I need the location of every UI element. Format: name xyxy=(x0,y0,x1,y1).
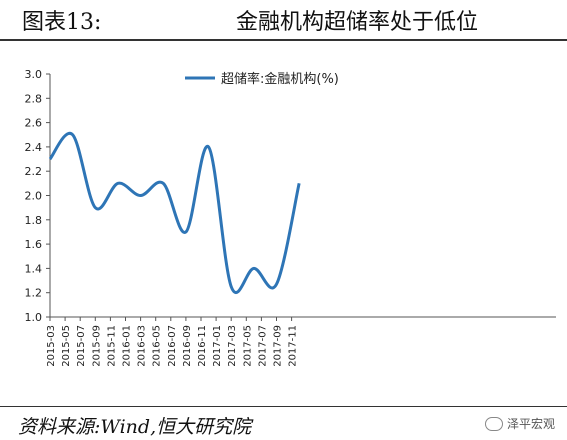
x-tick-label: 2015-05 xyxy=(61,325,72,367)
x-tick-label: 2016-01 xyxy=(122,325,133,367)
x-tick-label: 2015-03 xyxy=(46,325,57,367)
x-tick-label: 2017-03 xyxy=(227,325,238,367)
x-tick-label: 2015-07 xyxy=(76,325,87,367)
x-tick-label: 2016-03 xyxy=(137,325,148,367)
watermark: 泽平宏观 xyxy=(484,415,555,432)
legend-label: 超储率:金融机构(%) xyxy=(221,71,339,87)
header-rule xyxy=(0,39,567,41)
footer-rule xyxy=(0,406,567,407)
series-line xyxy=(48,131,301,295)
x-tick-label: 2015-09 xyxy=(91,325,102,367)
y-tick-label: 1.0 xyxy=(25,311,43,324)
y-tick-label: 2.2 xyxy=(25,165,43,178)
figure-header: 图表13: 金融机构超储率处于低位 xyxy=(0,0,567,41)
x-tick-label: 2017-05 xyxy=(242,325,253,367)
y-tick-label: 1.4 xyxy=(25,262,43,275)
x-tick-label: 2016-05 xyxy=(152,325,163,367)
chart-legend: 超储率:金融机构(%) xyxy=(185,71,339,87)
wechat-icon xyxy=(484,416,503,431)
source-note: 资料来源:Wind,恒大研究院 xyxy=(18,416,252,438)
figure-label: 图表13: xyxy=(22,10,102,35)
y-tick-label: 1.8 xyxy=(25,214,43,227)
x-tick-label: 2015-11 xyxy=(106,325,117,367)
figure-footer: 资料来源:Wind,恒大研究院 泽平宏观 xyxy=(0,406,567,440)
y-tick-label: 3.0 xyxy=(25,68,43,81)
figure-title: 金融机构超储率处于低位 xyxy=(236,10,479,35)
y-tick-label: 1.2 xyxy=(25,287,43,300)
y-tick-label: 1.6 xyxy=(25,238,43,251)
chart-series xyxy=(48,131,301,295)
x-tick-label: 2016-09 xyxy=(182,325,193,367)
watermark-text: 泽平宏观 xyxy=(506,417,555,431)
x-tick-label: 2016-07 xyxy=(167,325,178,367)
x-tick-label: 2016-11 xyxy=(197,325,208,367)
y-tick-label: 2.6 xyxy=(25,117,43,130)
x-tick-label: 2017-09 xyxy=(273,325,284,367)
y-tick-label: 2.0 xyxy=(25,190,43,203)
x-tick-label: 2017-07 xyxy=(257,325,268,367)
x-tick-label: 2017-01 xyxy=(212,325,223,367)
line-chart: 1.0 1.2 1.4 1.6 1.8 2.0 2.2 2.4 2.6 2.8 3.0 2015-03… xyxy=(25,68,556,367)
x-tick-label: 2017-11 xyxy=(288,325,299,367)
y-tick-label: 2.8 xyxy=(25,92,43,105)
chart-axes: 1.0 1.2 1.4 1.6 1.8 2.0 2.2 2.4 2.6 2.8 3.0 2015-03… xyxy=(25,68,556,367)
y-tick-label: 2.4 xyxy=(25,141,43,154)
